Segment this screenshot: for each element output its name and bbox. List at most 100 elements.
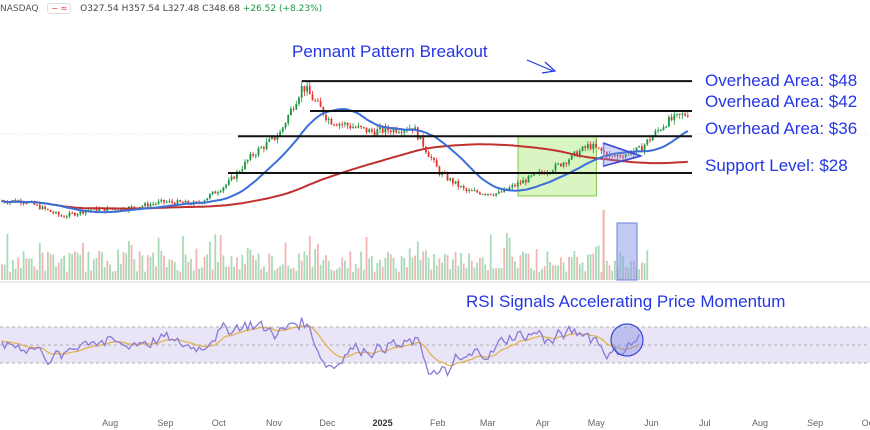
candle-body <box>238 171 241 173</box>
volume-bar <box>68 252 71 280</box>
candle-body <box>155 203 157 205</box>
candle-body <box>263 147 265 149</box>
candle-body <box>578 150 581 157</box>
volume-bar <box>470 260 473 280</box>
candle-body <box>470 190 473 192</box>
candle-body <box>176 200 179 205</box>
candle-body <box>217 192 219 194</box>
volume-bar <box>457 265 460 280</box>
rsi-highlight-circle <box>610 323 644 357</box>
candle-body <box>211 191 214 195</box>
candle-body <box>346 122 349 126</box>
volume-bar <box>52 254 55 280</box>
volume-bar <box>290 268 292 280</box>
candle-body <box>416 127 419 140</box>
volume-bar <box>614 260 616 280</box>
chart-header: NASDAQ − ≈ O327.54 H357.54 L327.48 C348.… <box>0 3 322 14</box>
candle-body <box>624 154 627 158</box>
candle-body <box>665 126 668 128</box>
volume-bar <box>92 259 95 280</box>
x-tick-label: Nov <box>266 418 283 428</box>
volume-bar <box>238 269 241 280</box>
volume-bar <box>487 270 489 280</box>
candle-body <box>268 138 271 142</box>
rsi-annotation: RSI Signals Accelerating Price Momentum <box>466 292 786 311</box>
volume-bar <box>425 250 427 280</box>
candle-body <box>516 182 519 187</box>
candle-body <box>576 151 578 157</box>
candle-body <box>371 129 373 132</box>
volume-bar <box>152 252 155 280</box>
candle-body <box>225 184 227 188</box>
volume-bar <box>541 268 543 280</box>
volume-bar <box>578 264 581 280</box>
candle-body <box>44 206 47 209</box>
candle-body <box>209 194 211 199</box>
candle-body <box>206 198 209 201</box>
candle-body <box>489 193 492 195</box>
volume-bar <box>565 271 568 280</box>
volume-bar <box>155 266 157 280</box>
candle-body <box>643 144 646 151</box>
volume-bar <box>454 251 457 280</box>
x-tick-label: Sep <box>157 418 173 428</box>
volume-bar <box>481 257 484 280</box>
volume-bar <box>65 271 68 280</box>
candle-body <box>292 108 295 110</box>
volume-bar <box>489 234 492 280</box>
volume-bar <box>641 262 643 280</box>
candle-body <box>171 200 173 203</box>
rsi-line <box>1 317 640 378</box>
volume-bar <box>492 268 495 280</box>
volume-bar <box>519 255 522 280</box>
candle-body <box>422 135 425 147</box>
volume-bar <box>441 262 443 280</box>
candle-body <box>570 153 573 160</box>
candle-body <box>57 211 60 216</box>
volume-bar <box>381 266 384 280</box>
volume-bar <box>260 269 263 280</box>
rsi-ma-line <box>1 325 640 367</box>
volume-bar <box>438 258 441 280</box>
candle-body <box>684 113 686 116</box>
candle-body <box>52 211 55 214</box>
volume-bar <box>589 254 592 280</box>
volume-bar <box>446 255 449 280</box>
candle-body <box>333 124 335 126</box>
volume-bar <box>227 266 230 280</box>
candle-body <box>287 115 290 124</box>
candle-body <box>457 181 460 187</box>
compare-icon[interactable]: − ≈ <box>47 3 72 14</box>
candle-body <box>182 201 184 203</box>
candle-body <box>260 147 263 149</box>
volume-bar <box>214 234 217 280</box>
volume-bar <box>400 255 403 280</box>
candle-body <box>392 128 395 133</box>
volume-bar <box>225 266 227 280</box>
volume-bar <box>538 271 541 280</box>
volume-bar <box>608 265 611 280</box>
x-tick-label: Jul <box>699 418 711 428</box>
pennant-upper-line <box>603 142 642 157</box>
volume-bar <box>84 271 87 280</box>
x-tick-label: Aug <box>102 418 118 428</box>
candle-body <box>454 181 457 184</box>
volume-bar <box>125 253 128 280</box>
volume-bar <box>395 268 398 280</box>
volume-bar <box>587 254 589 280</box>
x-tick-label: Apr <box>536 418 550 428</box>
volume-bar <box>422 251 425 280</box>
volume-bar <box>497 267 500 280</box>
candle-body <box>581 146 584 151</box>
candle-body <box>244 161 246 170</box>
candle-body <box>446 173 449 181</box>
volume-bar <box>354 263 357 280</box>
candle-body <box>389 130 392 133</box>
x-tick-label: Feb <box>430 418 446 428</box>
volume-bar <box>117 249 119 280</box>
candle-body <box>219 191 222 193</box>
x-tick-label: Dec <box>319 418 336 428</box>
volume-bar <box>314 249 317 280</box>
volume-bar <box>597 245 600 280</box>
pennant-arrow-head <box>541 61 557 74</box>
